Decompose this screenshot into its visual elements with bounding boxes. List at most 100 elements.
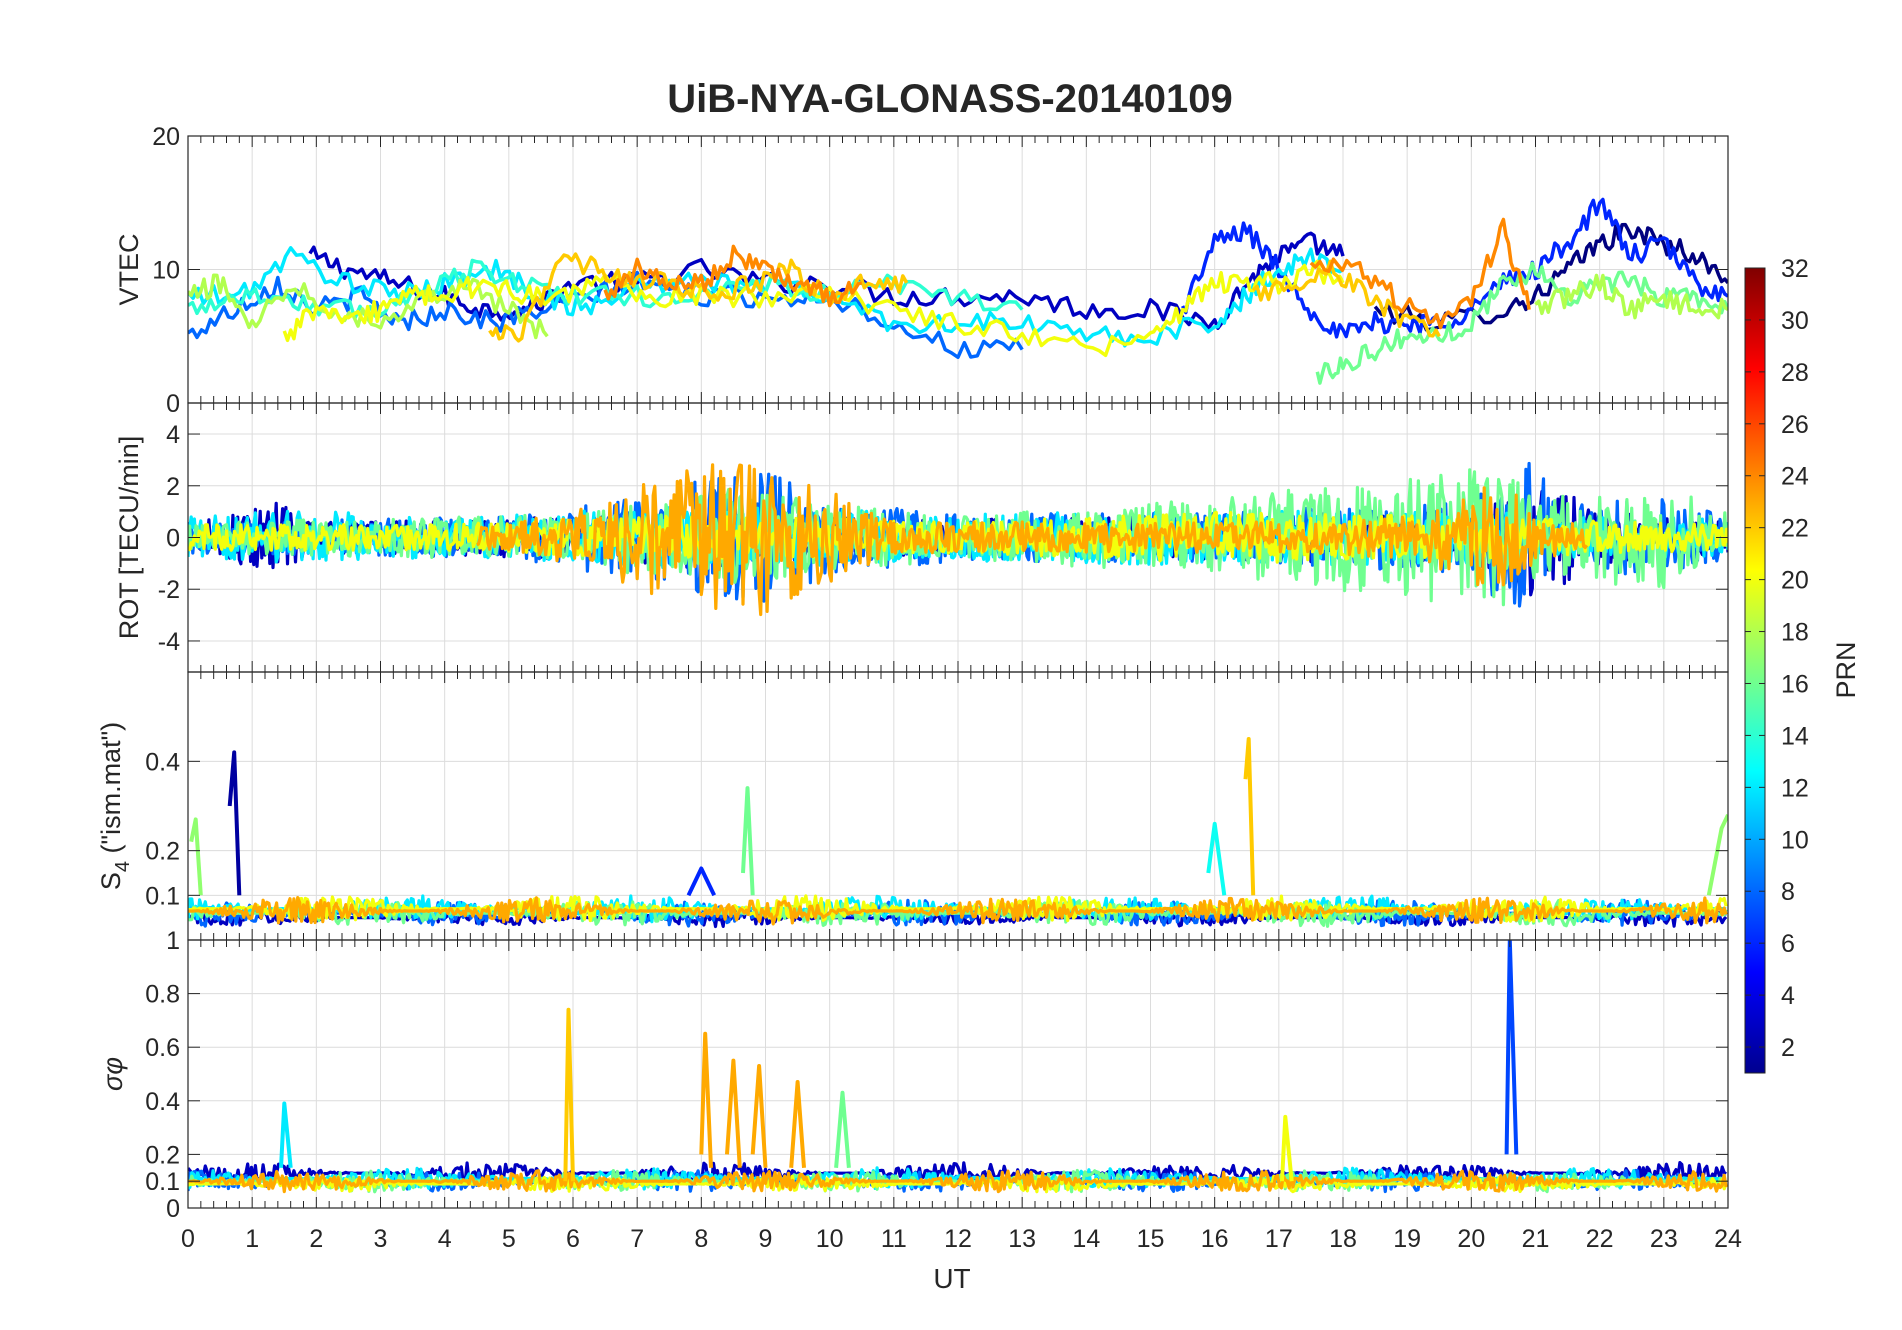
spike-prn-12 [279, 1101, 293, 1168]
x-tick-label: 12 [944, 1225, 972, 1253]
colorbar-tick-label: 20 [1781, 567, 1809, 595]
y-tick-label: -4 [158, 628, 180, 656]
y-axis-label-sigmaphi: σφ [98, 1057, 128, 1091]
series-line-prn-23 [188, 896, 1728, 926]
x-tick-labels: 0 1 2 3 4 5 6 7 8 9 10 11 12 13 14 15 16 17 18 19 20 21 22 23 24 [181, 1225, 1742, 1253]
series-line-prn-23 [188, 1169, 1728, 1194]
y-axis-label-rot: ROT [TECU/min] [114, 436, 144, 640]
colorbar-label: PRN [1831, 641, 1861, 698]
y-tick-label: 0 [166, 390, 180, 418]
y-axis-label-s4: S4 ("ism.mat") [96, 722, 134, 890]
series-line-prn-6 [1181, 197, 1728, 339]
series-group [188, 737, 1728, 929]
colorbar-tick-label: 22 [1781, 515, 1809, 543]
x-tick-label: 24 [1714, 1225, 1742, 1253]
spike-prn-2 [227, 750, 242, 896]
y-tick-label: 2 [166, 473, 180, 501]
x-tick-label: 23 [1650, 1225, 1678, 1253]
y-tick-label: 1 [166, 927, 180, 955]
spike-prn-7 [1504, 940, 1519, 1155]
spike-prn-23 [750, 1064, 768, 1168]
y-tick-label: -2 [158, 576, 180, 604]
x-tick-label: 11 [881, 1225, 907, 1253]
spike-prn-17 [1706, 814, 1728, 896]
series-group [188, 461, 1728, 617]
y-tick-label: 20 [152, 123, 180, 151]
y-tick-label: 0.1 [145, 1168, 180, 1196]
panel-s4: 0.1 0.2 0.4 S4 ("ism.mat") [96, 671, 1729, 941]
y-axis-label-vtec: VTEC [114, 233, 144, 305]
spike-prn-13 [1206, 821, 1227, 896]
series-group [188, 197, 1728, 385]
colorbar-tick-label: 4 [1781, 982, 1795, 1010]
x-tick-label: 5 [502, 1225, 516, 1253]
x-tick-label: 14 [1072, 1225, 1100, 1253]
spike-prn-16 [834, 1090, 851, 1168]
x-tick-label: 1 [245, 1225, 259, 1253]
colorbar-tick-label: 16 [1781, 670, 1809, 698]
ticks: 0 10 20 [152, 123, 1729, 418]
colorbar-tick-label: 30 [1781, 307, 1809, 335]
colorbar-tick-label: 28 [1781, 359, 1809, 387]
x-tick-label: 8 [694, 1225, 708, 1253]
panel-rot: -4 -2 0 2 4 ROT [TECU/min] [114, 402, 1729, 673]
spike-prn-22 [563, 1007, 575, 1182]
y-tick-label: 4 [166, 421, 180, 449]
x-tick-label: 7 [630, 1225, 644, 1253]
spike-prn-22 [1243, 737, 1256, 896]
colorbar-tick-label: 8 [1781, 878, 1795, 906]
y-tick-label: 0.4 [145, 748, 180, 776]
y-axis-label-subscript: 4 [112, 861, 134, 872]
y-tick-label: 0 [166, 525, 180, 553]
colorbar-tick-label: 24 [1781, 463, 1809, 491]
y-tick-label: 10 [152, 257, 180, 285]
x-tick-label: 2 [309, 1225, 323, 1253]
x-tick-label: 16 [1201, 1225, 1229, 1253]
x-tick-label: 10 [816, 1225, 844, 1253]
x-tick-label: 13 [1008, 1225, 1036, 1253]
series-line-prn-24 [603, 244, 863, 308]
spike-prn-6 [686, 866, 717, 897]
x-tick-label: 6 [566, 1225, 580, 1253]
x-tick-label: 0 [181, 1225, 195, 1253]
series-line-prn-24 [1309, 217, 1531, 330]
x-tick-label: 19 [1393, 1225, 1421, 1253]
x-tick-label: 21 [1522, 1225, 1550, 1253]
y-tick-label: 0.2 [145, 838, 180, 866]
ticks: 0.1 0.2 0.4 [145, 672, 1729, 940]
ticks: 00.10.2 0.4 0.6 0.8 1 [145, 927, 1729, 1223]
x-tick-label: 3 [374, 1225, 388, 1253]
y-tick-label: 0.6 [145, 1034, 180, 1062]
spike-prn-17 [189, 817, 203, 896]
chart-title: UiB-NYA-GLONASS-20140109 [667, 77, 1232, 121]
x-tick-label: 20 [1457, 1225, 1485, 1253]
colorbar-tick-label: 12 [1781, 774, 1809, 802]
panel-sigmaphi: 00.10.2 0.4 0.6 0.8 1 σφ [98, 927, 1729, 1223]
x-axis-label: UT [933, 1263, 970, 1294]
colorbar-tick-label: 14 [1781, 722, 1809, 750]
series-line-prn-23 [476, 463, 1589, 617]
series-line-prn-18 [1534, 273, 1728, 320]
series-line-prn-20 [282, 259, 1345, 358]
spike-prn-16 [741, 786, 755, 896]
colorbar-tick-label: 10 [1781, 826, 1809, 854]
x-tick-label: 17 [1265, 1225, 1293, 1253]
colorbar-tick-label: 26 [1781, 411, 1809, 439]
colorbar-tick-label: 18 [1781, 619, 1809, 647]
y-tick-label: 0.2 [145, 1141, 180, 1169]
panel-vtec: 0 10 20 VTEC [114, 123, 1729, 418]
ticks: -4 -2 0 2 4 [158, 403, 1729, 672]
x-tick-label: 9 [759, 1225, 773, 1253]
series-line-prn-22 [1251, 259, 1441, 338]
spike-prn-23 [789, 1080, 806, 1168]
x-tick-label: 18 [1329, 1225, 1357, 1253]
series-line-prn-18 [188, 273, 549, 340]
y-tick-label: 0.4 [145, 1088, 180, 1116]
gridlines [187, 135, 1729, 404]
colorbar-tick-label: 2 [1781, 1034, 1795, 1062]
spike-prn-23 [699, 1031, 713, 1168]
